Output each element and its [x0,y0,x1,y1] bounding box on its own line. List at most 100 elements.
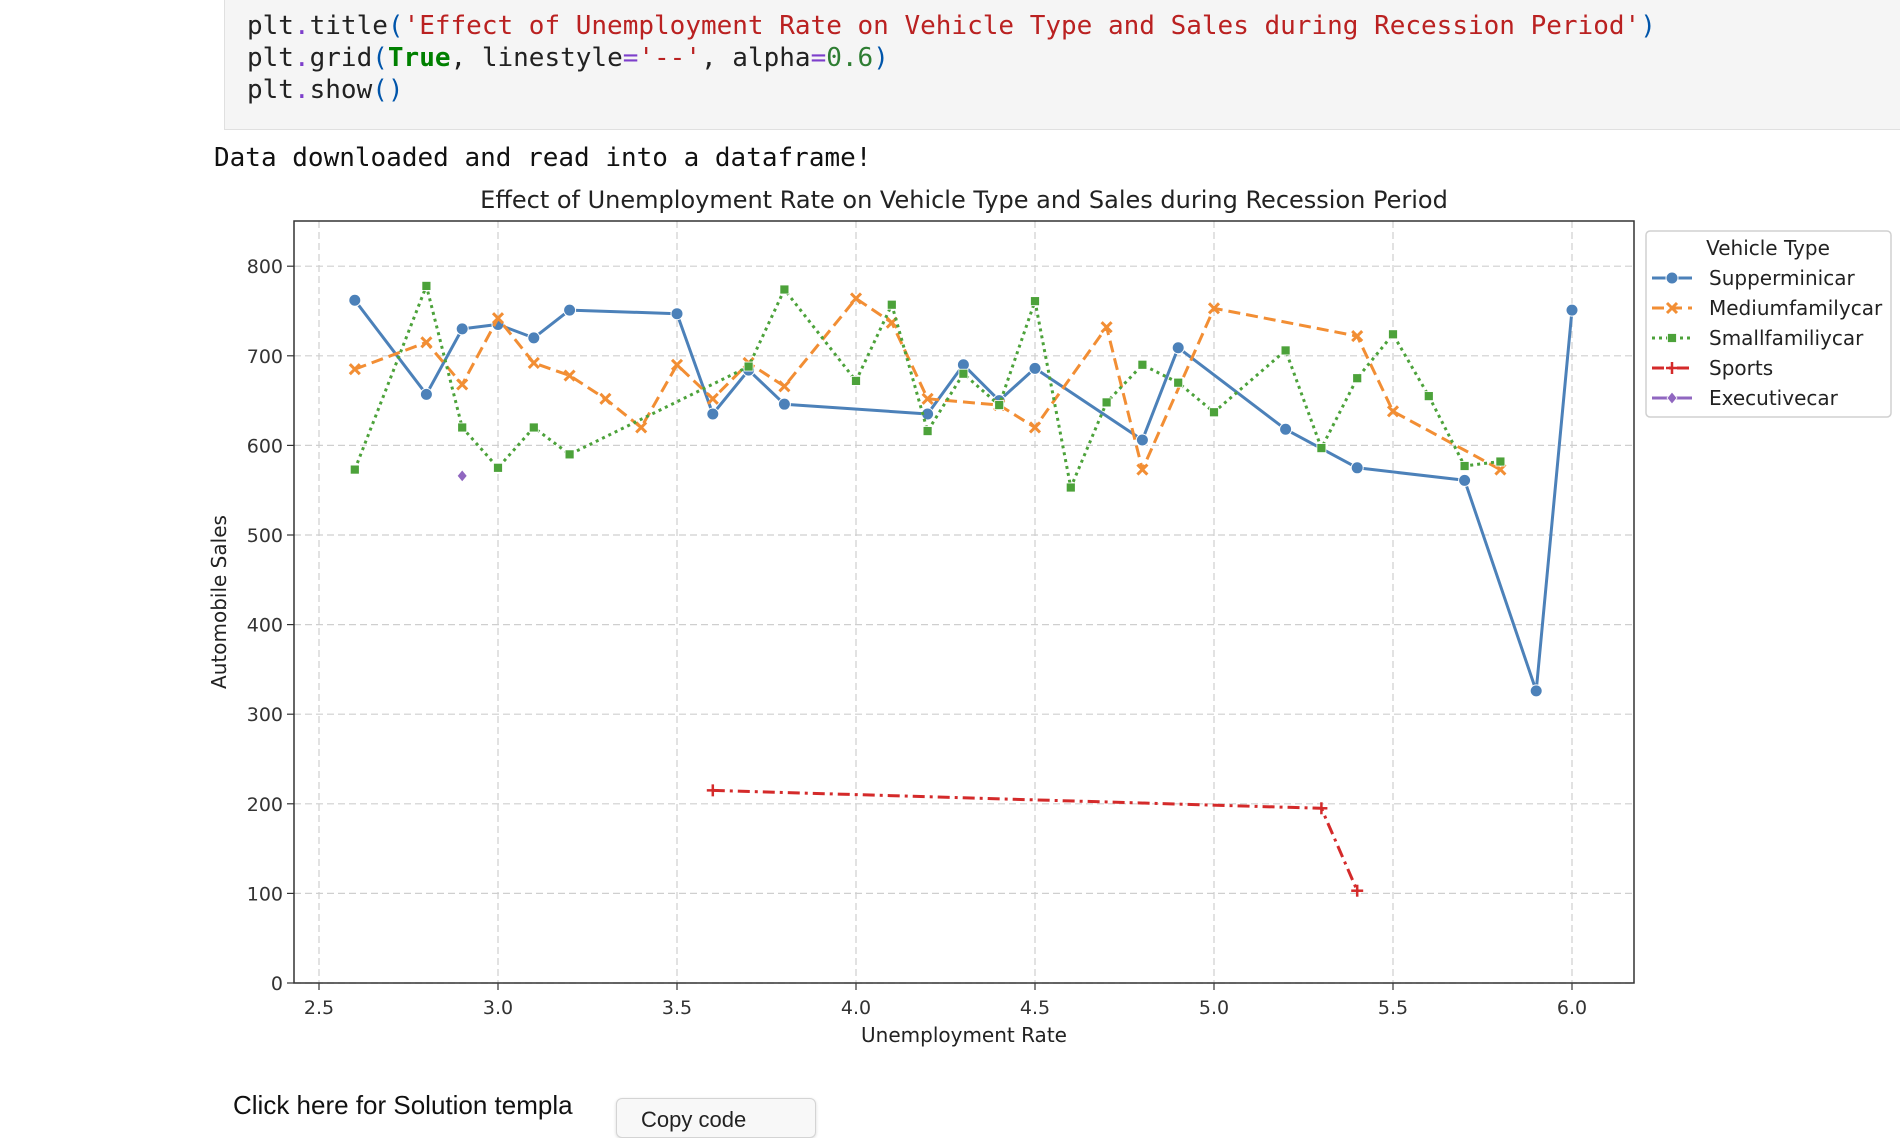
data-point-mediumfamilycar [599,392,612,405]
code-token: plt [247,43,294,73]
code-token: ) [1640,11,1656,41]
data-point-mediumfamilycar [1351,330,1364,343]
data-point-mediumfamilycar-stroke [1207,302,1221,315]
data-point-mediumfamilycar [527,356,540,370]
x-tick-label: 5.0 [1199,997,1229,1019]
data-point-smallfamiliycar [922,426,933,436]
data-point-smallfamiliycar [349,464,360,475]
data-point-mediumfamilycar-stroke [778,380,791,393]
y-tick-label: 0 [271,973,283,995]
code-token: plt [247,75,294,105]
code-token: 'Effect of Unemployment Rate on Vehicle … [403,11,1641,41]
data-point-smallfamiliycar [779,284,790,295]
legend-marker [1665,301,1679,315]
code-token: ) [873,43,889,73]
y-tick-label: 700 [247,346,283,368]
data-point-mediumfamilycar-stroke [527,356,540,370]
data-point-mediumfamilycar-stroke [1136,463,1149,476]
legend-label: Executivecar [1709,386,1839,410]
legend-label: Sports [1709,356,1773,380]
data-point-smallfamiliycar [421,281,432,291]
data-point-mediumfamilycar-stroke [491,312,505,325]
data-point-supperminicar [419,387,433,401]
data-point-mediumfamilycar [348,363,361,376]
code-token: , alpha [701,43,811,73]
legend-label: Smallfamiliycar [1709,326,1864,350]
data-point-mediumfamilycar [921,392,934,405]
data-point-mediumfamilycar-stroke [849,292,863,305]
data-point-mediumfamilycar [849,292,863,305]
data-point-mediumfamilycar [491,312,505,325]
data-point-mediumfamilycar [1386,405,1400,418]
data-point-mediumfamilycar-stroke [1028,421,1042,434]
x-tick-label: 3.5 [662,997,692,1019]
data-point-mediumfamilycar-stroke [1386,405,1400,418]
code-token: . [293,75,310,105]
x-tick-label: 3.0 [483,997,513,1019]
code-token: plt [247,11,294,41]
data-point-supperminicar [1279,422,1293,436]
data-point-mediumfamilycar-stroke [670,358,684,371]
data-point-smallfamiliycar [1459,461,1470,471]
y-tick-label: 600 [247,435,283,457]
code-token: . [293,11,310,41]
data-point-supperminicar [455,322,469,336]
y-tick-label: 800 [247,256,283,278]
data-point-supperminicar [777,397,791,411]
data-point-smallfamiliycar [1388,329,1398,340]
y-tick-label: 300 [247,704,283,726]
data-point-smallfamiliycar [1030,296,1040,307]
code-token: () [372,75,404,105]
data-point-smallfamiliycar [958,368,969,379]
data-point-mediumfamilycar [1100,321,1113,334]
data-point-supperminicar [1458,473,1472,487]
legend-marker-stroke [1665,301,1679,315]
data-point-supperminicar [348,293,362,307]
data-point-supperminicar [706,407,720,421]
legend-label: Mediumfamilycar [1709,296,1883,320]
sales-line-chart: 2.5 3.0 3.5 4.0 4.5 5.0 5.5 6.0 0 100 200 300 400 500… [207,186,1892,1047]
data-point-mediumfamilycar-stroke [563,369,576,382]
chart-title: Effect of Unemployment Rate on Vehicle T… [480,186,1448,214]
code-token: ( [387,11,404,41]
data-point-supperminicar [1028,361,1042,375]
data-point-mediumfamilycar [563,369,576,382]
data-point-smallfamiliycar [1352,373,1363,384]
x-tick-label: 5.5 [1378,997,1408,1019]
data-point-mediumfamilycar [778,380,791,393]
legend: Vehicle Type Supperminicar Mediumfamilycar… [1645,230,1892,418]
solution-toggle-link[interactable]: Click here for Solution templa [233,1090,573,1120]
data-point-mediumfamilycar-stroke [635,421,648,434]
data-point-supperminicar [527,331,541,345]
data-point-smallfamiliycar [886,299,897,310]
data-point-supperminicar [1350,461,1364,475]
data-point-smallfamiliycar [1173,377,1184,388]
data-point-smallfamiliycar [1495,456,1506,467]
code-cell[interactable]: plt.title('Effect of Unemployment Rate o… [224,0,1900,130]
data-point-supperminicar [1171,341,1185,355]
series-line-smallfamiliycar [353,284,1501,489]
data-point-mediumfamilycar-stroke [456,378,469,391]
x-tick-label: 6.0 [1557,997,1587,1019]
data-point-mediumfamilycar [635,421,648,434]
data-point-mediumfamilycar [706,392,719,405]
data-point-smallfamiliycar [1280,345,1291,356]
code-line: plt.grid(True, linestyle='--', alpha=0.6… [247,43,889,73]
x-tick-label: 4.0 [841,997,871,1019]
code-token: ( [372,43,388,73]
data-point-mediumfamilycar-stroke [348,363,361,376]
legend-marker [1667,333,1677,343]
code-token: title [309,11,388,41]
series-mediumfamilycar [348,292,1507,476]
data-point-smallfamiliycar [743,361,754,372]
code-token: , linestyle [450,43,623,73]
data-point-mediumfamilycar-stroke [599,392,612,405]
data-point-supperminicar [670,307,684,321]
code-token: grid [309,43,373,73]
data-point-sports [1315,802,1328,815]
data-point-mediumfamilycar-stroke [1100,321,1113,334]
code-token: = [622,43,639,73]
data-point-smallfamiliycar [1065,482,1076,493]
data-point-supperminicar [563,303,577,317]
copy-code-button[interactable]: Copy code [616,1098,816,1138]
